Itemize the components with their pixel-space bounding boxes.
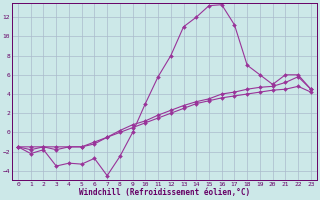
- X-axis label: Windchill (Refroidissement éolien,°C): Windchill (Refroidissement éolien,°C): [79, 188, 250, 197]
